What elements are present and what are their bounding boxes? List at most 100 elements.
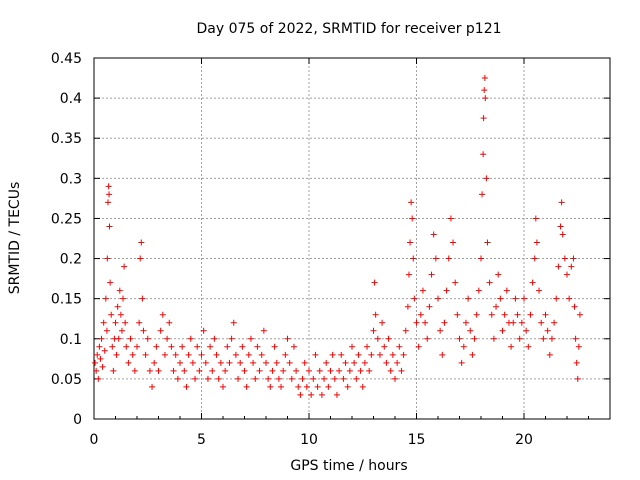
data-point — [532, 215, 539, 222]
data-point — [432, 255, 439, 262]
data-point — [458, 359, 465, 366]
data-point — [204, 375, 211, 382]
data-point — [483, 175, 490, 182]
data-point — [288, 375, 295, 382]
data-point — [405, 271, 412, 278]
data-point — [439, 351, 446, 358]
data-point — [96, 343, 103, 350]
data-point — [411, 295, 418, 302]
data-point — [512, 295, 519, 302]
data-point — [318, 391, 325, 398]
data-point — [129, 351, 136, 358]
data-point — [544, 327, 551, 334]
data-point — [394, 359, 401, 366]
data-point — [473, 311, 480, 318]
data-point — [340, 375, 347, 382]
data-point — [402, 327, 409, 334]
y-tick-label: 0.2 — [60, 252, 82, 268]
data-point — [256, 367, 263, 374]
data-point — [202, 359, 209, 366]
data-point — [265, 375, 272, 382]
data-point — [278, 383, 285, 390]
data-point — [237, 359, 244, 366]
data-point — [224, 343, 231, 350]
data-point — [258, 351, 265, 358]
data-point — [490, 335, 497, 342]
chart-title: Day 075 of 2022, SRMTID for receiver p12… — [196, 21, 501, 37]
data-point — [103, 327, 110, 334]
data-point — [131, 367, 138, 374]
data-point — [306, 367, 312, 374]
data-point — [293, 367, 300, 374]
data-point — [196, 367, 203, 374]
x-tick-label: 10 — [300, 432, 318, 448]
data-point — [546, 351, 553, 358]
data-point — [392, 375, 398, 382]
data-point — [303, 383, 310, 390]
data-point — [495, 271, 502, 278]
data-point — [250, 359, 257, 366]
data-point — [284, 335, 291, 342]
data-point — [170, 367, 177, 374]
x-tick-label: 5 — [197, 432, 206, 448]
data-point — [108, 311, 115, 318]
data-point — [177, 359, 183, 366]
data-point — [267, 383, 274, 390]
data-point — [525, 343, 532, 350]
data-point — [161, 351, 168, 358]
data-point — [573, 359, 580, 366]
data-point — [164, 335, 171, 342]
data-point — [314, 383, 321, 390]
data-point — [336, 367, 343, 374]
data-point — [422, 319, 429, 326]
data-point — [529, 279, 536, 286]
data-point — [426, 303, 433, 310]
data-point — [346, 367, 353, 374]
data-point — [95, 375, 102, 382]
data-point — [478, 255, 484, 262]
data-point — [226, 359, 233, 366]
data-point — [217, 359, 224, 366]
data-point — [120, 295, 127, 302]
data-point — [122, 319, 129, 326]
data-point — [243, 383, 250, 390]
data-point — [561, 255, 568, 262]
data-point — [230, 319, 237, 326]
data-point — [514, 311, 521, 318]
y-tick-label: 0.25 — [51, 211, 82, 227]
data-point — [398, 367, 405, 374]
data-point — [527, 311, 534, 318]
axis-ticks: 0 0.05 0.1 0.15 0.2 0.25 0.3 0.35 0.4 0.45 0 5 10 15 2… — [51, 51, 611, 448]
data-point — [136, 319, 143, 326]
y-tick-label: 0.3 — [60, 171, 82, 187]
data-point — [482, 95, 489, 102]
data-point — [540, 335, 547, 342]
data-point — [479, 191, 486, 198]
data-point — [366, 367, 373, 374]
data-point — [387, 367, 394, 374]
data-point — [465, 295, 472, 302]
data-point — [408, 199, 415, 206]
data-point — [254, 343, 261, 350]
data-point — [263, 359, 269, 366]
data-point — [151, 359, 158, 366]
y-axis-label: SRMTID / TECUs — [7, 182, 23, 295]
data-point — [100, 319, 107, 326]
data-point — [572, 335, 579, 342]
data-point — [368, 351, 375, 358]
y-tick-label: 0 — [73, 412, 82, 428]
data-point — [576, 311, 583, 318]
data-point — [486, 279, 493, 286]
data-point — [424, 335, 431, 342]
data-point — [222, 367, 229, 374]
data-point — [213, 351, 220, 358]
data-point — [428, 271, 435, 278]
data-point — [553, 295, 560, 302]
data-point — [493, 303, 500, 310]
data-point — [551, 319, 558, 326]
data-point — [475, 287, 482, 294]
data-point — [252, 375, 259, 382]
data-point — [415, 343, 422, 350]
data-point — [349, 343, 355, 350]
data-point — [269, 367, 276, 374]
